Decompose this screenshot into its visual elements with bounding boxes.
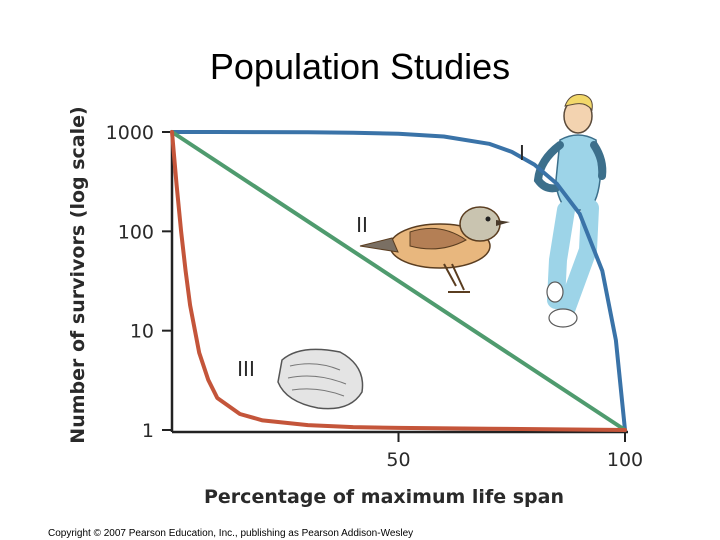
y-tick-label: 1	[142, 420, 154, 442]
series-line-ii	[170, 130, 627, 432]
x-tick-label: 100	[607, 449, 643, 471]
oyster-illustration	[277, 348, 364, 410]
y-tick-label: 1000	[106, 122, 154, 144]
copyright-text: Copyright © 2007 Pearson Education, Inc.…	[48, 528, 414, 539]
series-label-i: I	[519, 141, 525, 165]
series-label-ii: II	[356, 213, 368, 237]
x-axis-label: Percentage of maximum life span	[204, 486, 564, 508]
human-illustration	[533, 94, 607, 328]
y-tick-label: 100	[118, 221, 154, 243]
x-tick-label: 50	[386, 449, 410, 471]
y-tick-label: 10	[130, 321, 154, 343]
series-line-i	[170, 130, 627, 432]
series-line-iii	[170, 130, 627, 432]
bird-illustration	[359, 206, 510, 293]
page-title: Population Studies	[209, 46, 511, 87]
series-label-iii: III	[237, 357, 255, 381]
y-axis-label: Number of survivors (log scale)	[67, 106, 89, 443]
